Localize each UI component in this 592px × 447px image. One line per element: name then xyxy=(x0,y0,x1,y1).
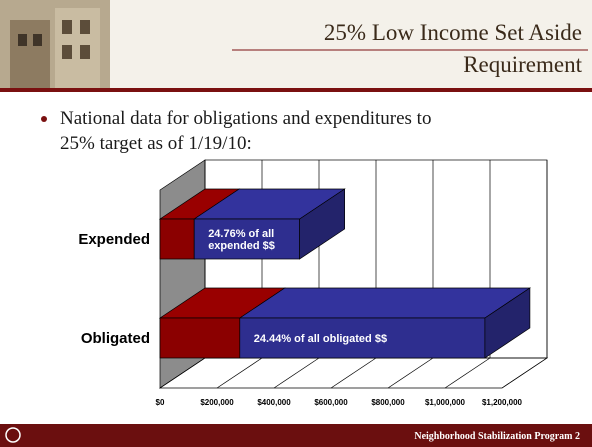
floor-grid-line xyxy=(273,357,320,389)
bar-side xyxy=(299,188,345,260)
floor-grid-line xyxy=(159,357,206,389)
bar-top xyxy=(238,287,532,319)
floor-grid-line xyxy=(216,357,263,389)
floor-grid-line xyxy=(330,357,377,389)
bullet xyxy=(41,116,47,122)
category-label: Obligated xyxy=(81,330,150,347)
x-tick-label: $400,000 xyxy=(257,398,291,407)
bullet-text: 25% target as of 1/19/10: xyxy=(60,133,252,154)
footer-text: Neighborhood Stabilization Program 2 xyxy=(414,431,580,442)
x-tick-label: $1,000,000 xyxy=(425,398,466,407)
x-tick-label: $800,000 xyxy=(371,398,405,407)
header-photo xyxy=(0,0,110,88)
bar-annotation: expended $$ xyxy=(208,240,275,252)
bar xyxy=(159,218,195,260)
x-tick-label: $0 xyxy=(156,398,165,407)
bar-annotation: 24.76% of all xyxy=(208,228,274,240)
chart: $0 $200,000 $400,000 $600,000 $800,000 $1,000… xyxy=(78,159,549,407)
footer xyxy=(0,424,592,447)
floor-grid-line xyxy=(387,357,434,389)
bar-side xyxy=(484,287,531,359)
bar xyxy=(159,317,241,359)
bar-annotation: 24.44% of all obligated $$ xyxy=(254,333,387,345)
bar xyxy=(239,317,486,359)
category-label: Expended xyxy=(78,231,150,248)
floor-grid-line xyxy=(501,357,548,389)
title: Requirement xyxy=(463,52,582,77)
floor-grid-line xyxy=(444,357,491,389)
x-tick-label: $600,000 xyxy=(314,398,348,407)
bar xyxy=(193,218,300,260)
title: 25% Low Income Set Aside xyxy=(324,20,582,45)
bullet-text: National data for obligations and expend… xyxy=(60,108,431,129)
logo xyxy=(5,427,21,443)
header-rule xyxy=(0,88,592,92)
x-tick-label: $200,000 xyxy=(200,398,234,407)
x-tick-label: $1,200,000 xyxy=(482,398,523,407)
